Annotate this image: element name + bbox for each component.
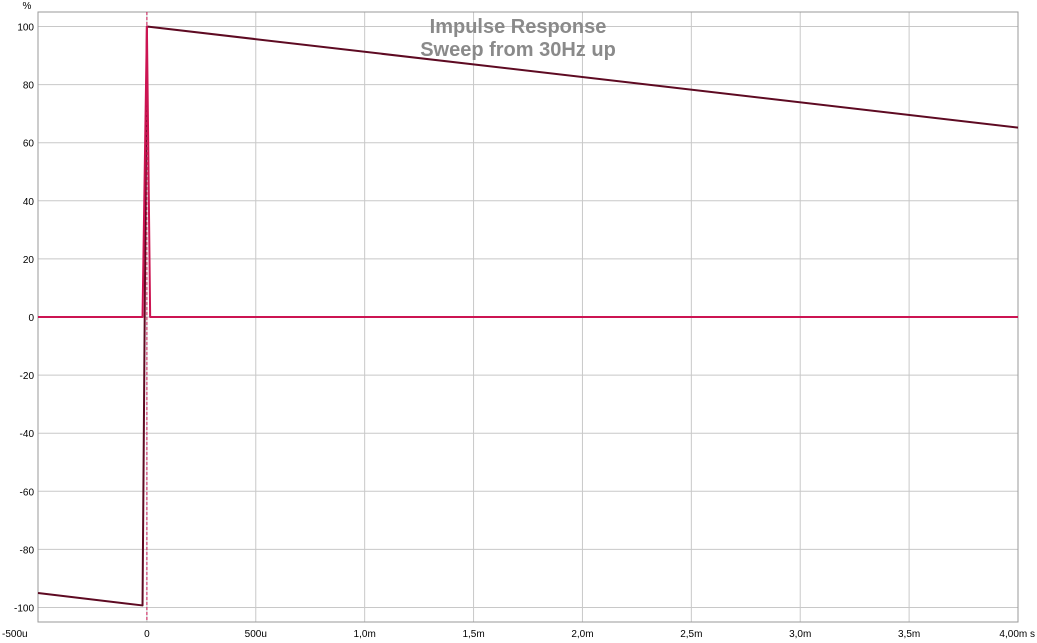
- x-tick-label: 2,0m: [571, 629, 593, 640]
- x-tick-label: 3,0m: [789, 629, 811, 640]
- chart-subtitle: Sweep from 30Hz up: [420, 39, 616, 61]
- y-tick-label: -20: [20, 371, 35, 382]
- x-tick-label: 1,5m: [462, 629, 484, 640]
- y-tick-label: -80: [20, 545, 35, 556]
- y-tick-label: -40: [20, 429, 35, 440]
- series-layer: [37, 25, 1019, 607]
- y-tick-label: 100: [17, 23, 34, 34]
- x-tick-label: 2,5m: [680, 629, 702, 640]
- y-tick-label: -100: [14, 603, 34, 614]
- x-tick-label: -500u: [2, 629, 28, 640]
- y-tick-label: 40: [23, 197, 35, 208]
- grid: [37, 12, 1019, 622]
- y-tick-label: 0: [28, 313, 34, 324]
- axis-ticks: -500u 0 500u 1,0m 1,5m 2,0m 2,5m 3,0m 3,5m 4,00m …: [2, 23, 1035, 640]
- x-tick-label: 1,0m: [354, 629, 376, 640]
- x-tick-label: 3,5m: [898, 629, 920, 640]
- y-tick-label: 20: [23, 255, 35, 266]
- y-tick-label: -60: [20, 487, 35, 498]
- chart-title: Impulse Response: [430, 16, 607, 38]
- step-response-line: [37, 25, 1019, 607]
- x-tick-label: 4,00m s: [999, 629, 1035, 640]
- y-tick-label: 80: [23, 81, 35, 92]
- y-axis-unit-label: %: [23, 1, 32, 12]
- impulse-response-line: [38, 25, 1018, 318]
- y-tick-label: 60: [23, 139, 35, 150]
- x-tick-label: 0: [144, 629, 150, 640]
- x-tick-label: 500u: [245, 629, 267, 640]
